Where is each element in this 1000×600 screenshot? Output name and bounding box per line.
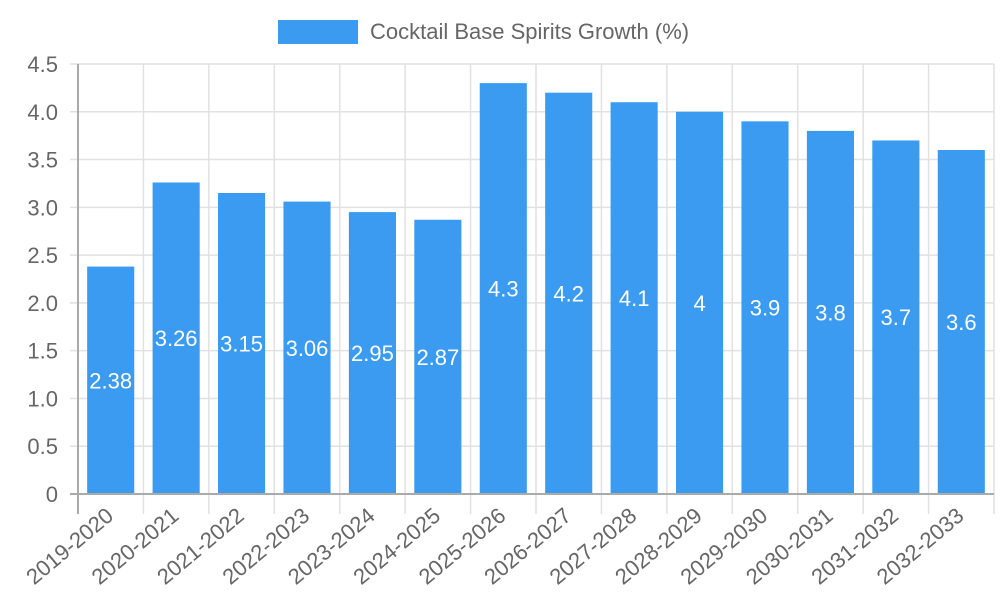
- bar-value-label: 4.2: [553, 281, 584, 306]
- y-axis-tick-labels: 0 0.5 1.0 1.5 2.0 2.5 3.0 3.5 4.0 4.5: [27, 52, 58, 507]
- y-tick-label: 2.5: [27, 243, 58, 268]
- legend-swatch: [278, 20, 358, 44]
- x-axis-tick-labels: 2019-20202020-20212021-20222022-20232023…: [21, 503, 968, 590]
- bar-value-label: 3.9: [750, 296, 781, 321]
- bar-value-labels: 2.38 3.26 3.15 3.06 2.95 2.87 4.3 4.2 4.1 4 3.9 3.8…: [89, 277, 976, 394]
- bar[interactable]: [218, 193, 266, 494]
- bar-value-label: 4.3: [488, 277, 519, 302]
- bar[interactable]: [479, 83, 527, 494]
- bar-value-label: 3.15: [220, 332, 263, 357]
- bar[interactable]: [872, 140, 920, 494]
- bar[interactable]: [806, 130, 854, 494]
- y-tick-label: 3.0: [27, 195, 58, 220]
- y-tick-label: 0.5: [27, 434, 58, 459]
- bar-value-label: 3.8: [815, 300, 846, 325]
- bar[interactable]: [348, 212, 396, 494]
- bar-value-label: 4: [693, 291, 705, 316]
- legend[interactable]: Cocktail Base Spirits Growth (%): [278, 19, 689, 44]
- bar[interactable]: [610, 102, 658, 494]
- bar-value-label: 3.26: [155, 326, 198, 351]
- bar-value-label: 3.7: [881, 305, 912, 330]
- bar-value-label: 4.1: [619, 286, 650, 311]
- bar-value-label: 3.6: [946, 310, 977, 335]
- axes: [70, 64, 994, 514]
- y-tick-label: 3.5: [27, 148, 58, 173]
- legend-label: Cocktail Base Spirits Growth (%): [370, 19, 689, 44]
- bar[interactable]: [937, 150, 985, 494]
- y-tick-label: 1.0: [27, 386, 58, 411]
- y-tick-label: 0: [46, 482, 58, 507]
- bar[interactable]: [87, 266, 135, 494]
- bar-value-label: 2.95: [351, 341, 394, 366]
- y-tick-label: 4.5: [27, 52, 58, 77]
- bars: [87, 83, 985, 495]
- bar[interactable]: [152, 182, 200, 494]
- bar-value-label: 2.87: [416, 345, 459, 370]
- bar-value-label: 2.38: [89, 368, 132, 393]
- y-tick-label: 2.0: [27, 291, 58, 316]
- bar[interactable]: [545, 92, 593, 495]
- bar[interactable]: [283, 201, 331, 494]
- y-tick-label: 1.5: [27, 339, 58, 364]
- y-tick-label: 4.0: [27, 100, 58, 125]
- bar-value-label: 3.06: [286, 336, 329, 361]
- bar[interactable]: [676, 111, 724, 495]
- bar[interactable]: [741, 121, 789, 494]
- grid-lines: [70, 63, 995, 514]
- bar[interactable]: [414, 219, 462, 494]
